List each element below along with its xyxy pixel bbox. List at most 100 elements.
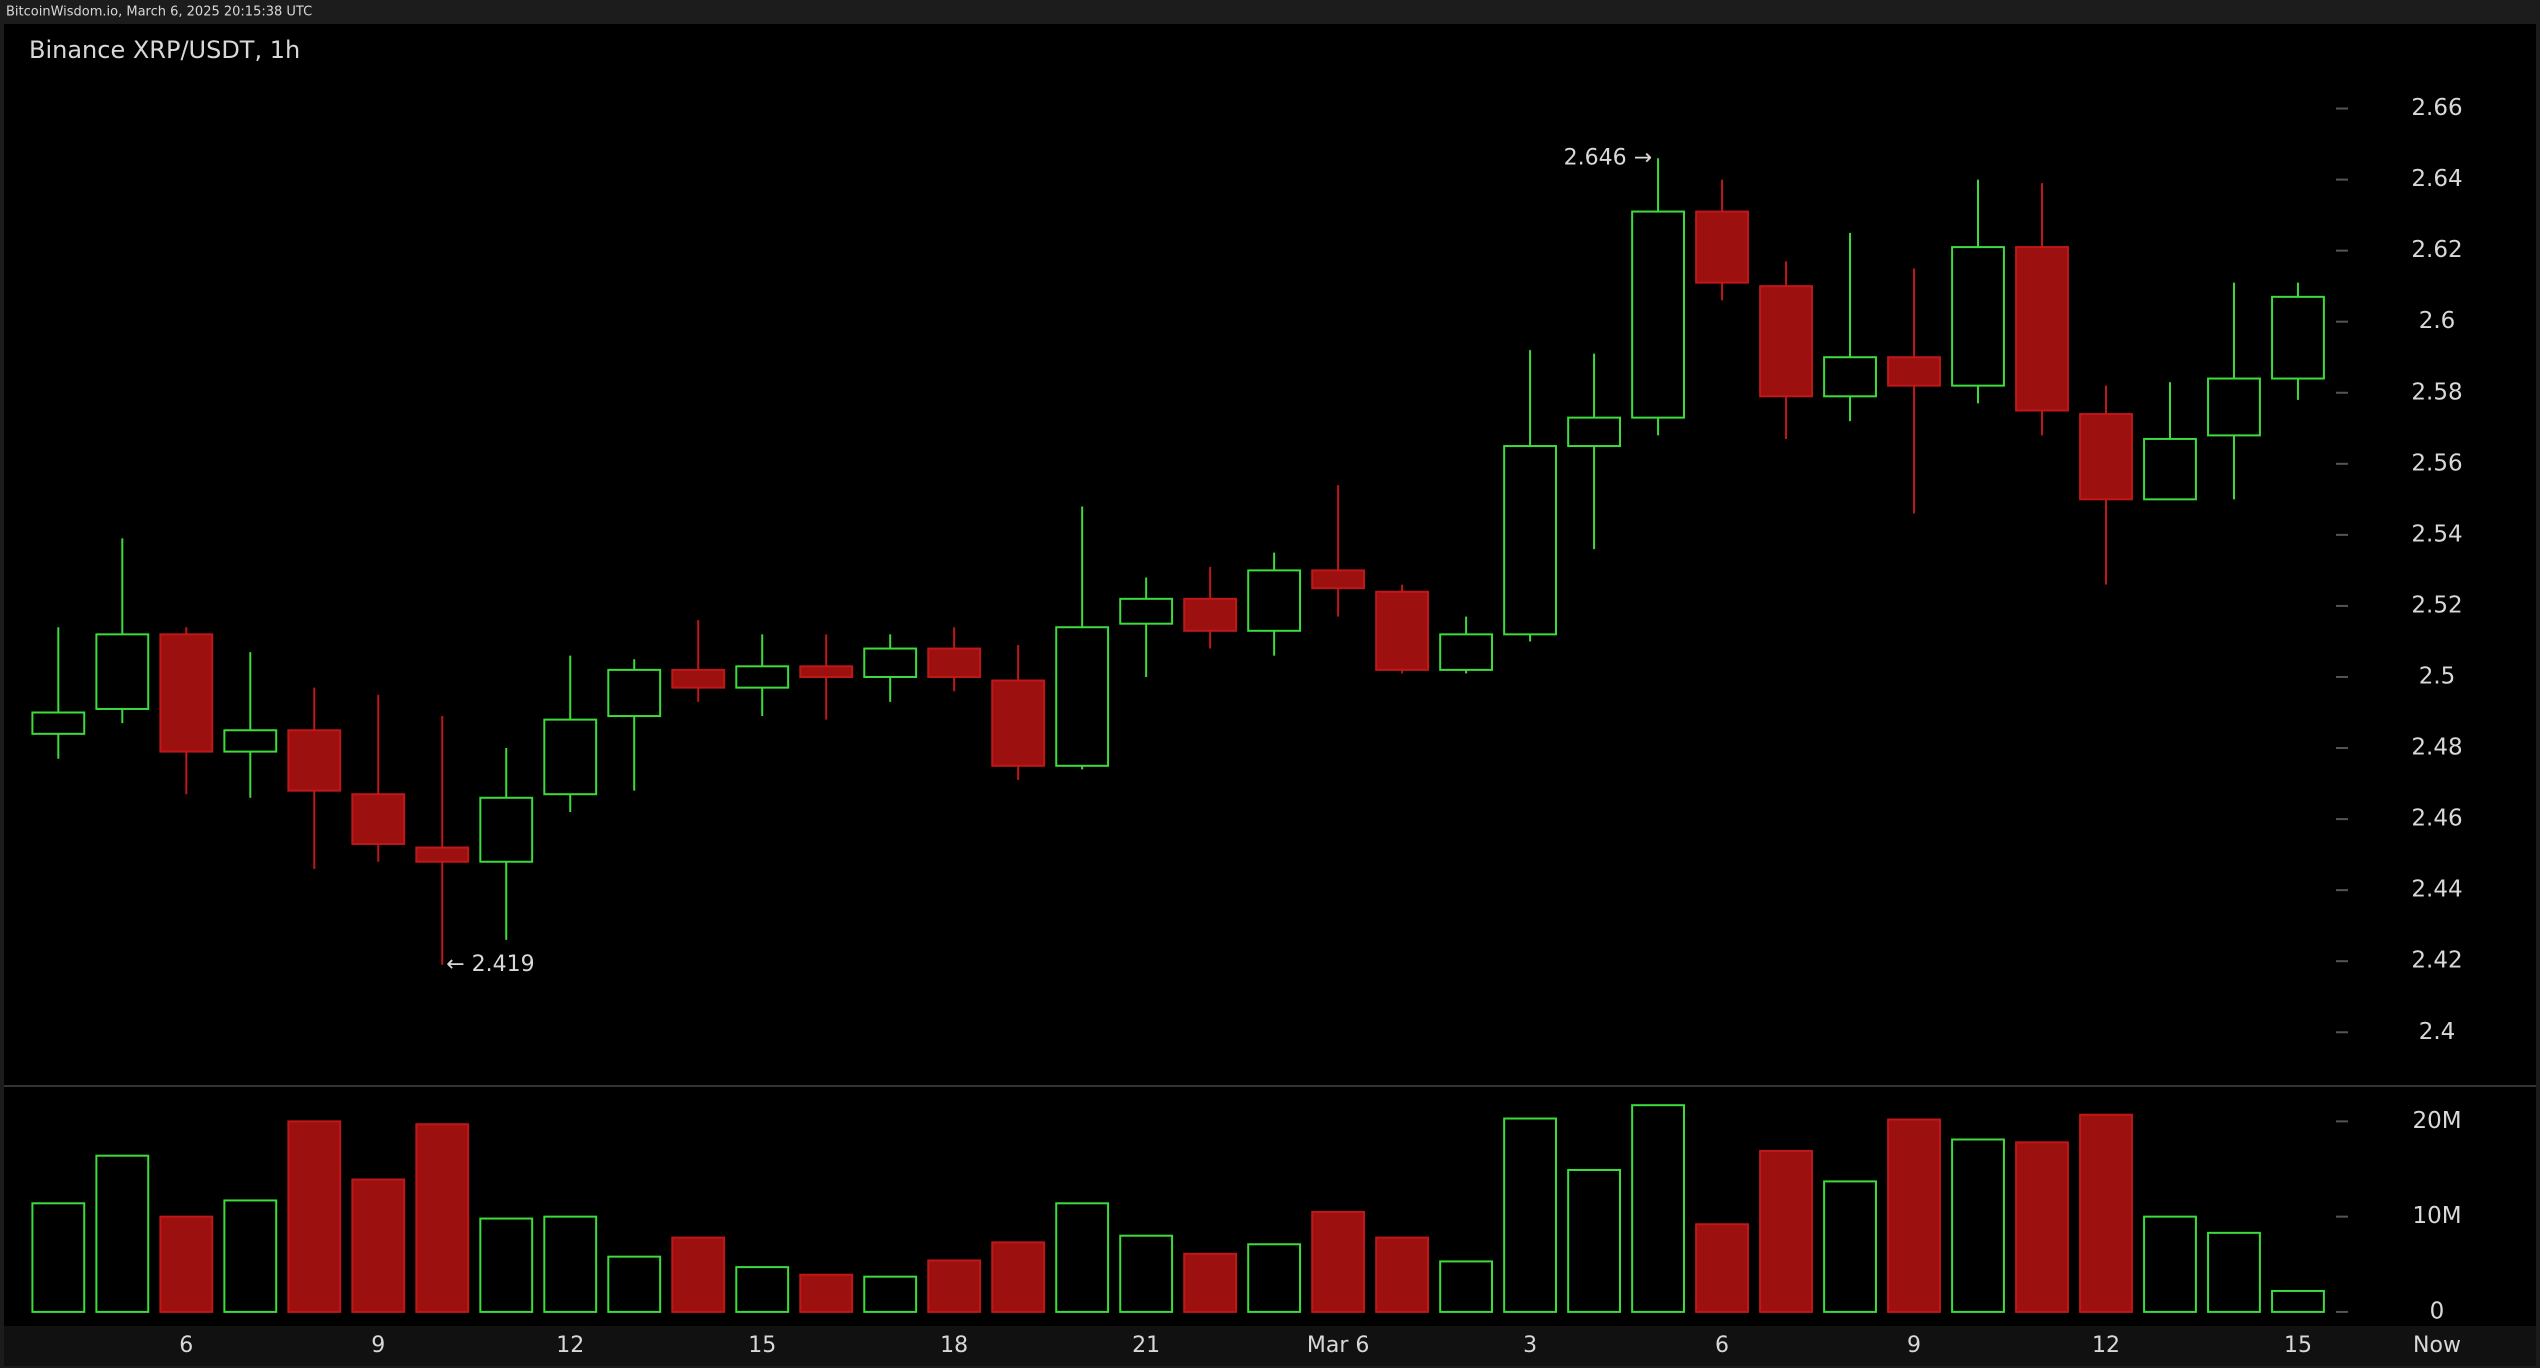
volume-bar	[2015, 1141, 2069, 1313]
min-annotation: ← 2.419	[446, 952, 534, 977]
x-tick-label: 15	[2284, 1333, 2312, 1358]
candle-body	[2015, 246, 2069, 412]
volume-tick-label: 20M	[2412, 1108, 2461, 1134]
volume-tick-label: 0	[2430, 1298, 2445, 1324]
plot-background	[4, 24, 2536, 1326]
candle-body	[1567, 416, 1622, 448]
candle-body	[1119, 597, 1174, 625]
y-tick-label: 2.62	[2411, 237, 2462, 263]
candle-body	[159, 633, 214, 753]
candle-body	[1759, 285, 1813, 398]
chart-title: Binance XRP/USDT, 1h	[29, 36, 300, 64]
volume-bar	[223, 1199, 278, 1313]
volume-bar	[1439, 1260, 1494, 1313]
candle-body	[2271, 295, 2325, 380]
volume-tick-label: 10M	[2412, 1203, 2461, 1229]
candle-body	[95, 633, 150, 710]
y-tick-label: 2.58	[2411, 379, 2462, 405]
x-tick-label: 9	[1907, 1333, 1921, 1358]
candle-body	[1695, 210, 1749, 284]
volume-bar	[1951, 1138, 2005, 1313]
x-tick-label: 15	[748, 1333, 776, 1358]
candle-body	[735, 665, 790, 689]
volume-bar	[927, 1259, 982, 1313]
volume-bar	[799, 1273, 854, 1313]
y-tick-label: 2.48	[2411, 735, 2462, 761]
candle-body	[927, 647, 982, 678]
volume-bar	[671, 1236, 726, 1313]
y-tick-label: 2.64	[2411, 166, 2462, 192]
volume-bar	[2143, 1215, 2197, 1313]
candle-body	[863, 647, 918, 678]
volume-bar	[287, 1120, 342, 1313]
candle-body	[991, 679, 1046, 767]
source-header: BitcoinWisdom.io, March 6, 2025 20:15:38…	[6, 5, 312, 20]
candle-body	[2079, 413, 2133, 501]
volume-bar	[31, 1202, 86, 1313]
x-tick-label: 12	[2092, 1333, 2120, 1358]
candle-body	[1247, 569, 1302, 632]
x-tick-label: 6	[179, 1333, 193, 1358]
candle-body	[1055, 626, 1110, 767]
volume-bar	[1311, 1210, 1366, 1313]
x-tick-label: 9	[371, 1333, 385, 1358]
candle-body	[223, 729, 278, 753]
volume-bar	[1759, 1149, 1813, 1313]
x-tick-label: 18	[940, 1333, 968, 1358]
x-tick-label: 6	[1715, 1333, 1729, 1358]
y-tick-label: 2.44	[2411, 877, 2462, 903]
candle-body	[607, 668, 662, 718]
now-label: Now	[2413, 1333, 2461, 1358]
candle-body	[1503, 445, 1558, 636]
volume-bar	[1055, 1202, 1110, 1313]
candle-body	[1887, 356, 1941, 387]
volume-bar	[2207, 1231, 2261, 1313]
y-tick-label: 2.54	[2411, 521, 2462, 547]
max-annotation: 2.646 →	[1564, 145, 1652, 170]
y-tick-label: 2.56	[2411, 450, 2462, 476]
y-tick-label: 2.4	[2419, 1019, 2456, 1045]
y-tick-label: 2.66	[2411, 95, 2462, 121]
candle-body	[1183, 597, 1238, 632]
volume-bar	[1695, 1223, 1749, 1313]
volume-bar	[1567, 1168, 1622, 1313]
y-tick-label: 2.46	[2411, 806, 2462, 832]
x-axis-band	[4, 1326, 2536, 1366]
candle-body	[479, 796, 534, 863]
candle-body	[1311, 569, 1366, 590]
x-tick-label: Mar 6	[1307, 1333, 1370, 1358]
volume-bar	[1375, 1236, 1430, 1313]
y-tick-label: 2.6	[2419, 308, 2456, 334]
volume-bar	[479, 1217, 534, 1313]
volume-bar	[2079, 1113, 2133, 1313]
volume-bar	[1119, 1234, 1174, 1313]
volume-bar	[863, 1275, 918, 1313]
volume-bar	[1887, 1118, 1941, 1313]
candle-body	[1823, 356, 1877, 398]
volume-bar	[1823, 1180, 1877, 1313]
volume-bar	[543, 1215, 598, 1313]
candle-body	[799, 665, 854, 678]
volume-bar	[991, 1241, 1046, 1313]
candle-body	[2207, 377, 2261, 437]
volume-bar	[607, 1255, 662, 1313]
y-tick-label: 2.52	[2411, 592, 2462, 618]
candle-body	[543, 718, 598, 796]
candle-body	[351, 793, 406, 845]
volume-bar	[415, 1123, 470, 1313]
candle-body	[1631, 210, 1685, 419]
volume-bar	[1247, 1243, 1302, 1313]
candle-body	[415, 846, 470, 863]
candle-body	[1951, 246, 2005, 387]
candle-body	[287, 729, 342, 792]
volume-bar	[1631, 1104, 1685, 1313]
volume-bar	[1503, 1117, 1558, 1313]
x-tick-label: 12	[556, 1333, 584, 1358]
candle-body	[671, 668, 726, 689]
y-tick-label: 2.42	[2411, 948, 2462, 974]
x-tick-label: 3	[1523, 1333, 1537, 1358]
volume-bar	[735, 1266, 790, 1313]
y-tick-label: 2.5	[2419, 663, 2456, 689]
volume-bar	[159, 1215, 214, 1313]
